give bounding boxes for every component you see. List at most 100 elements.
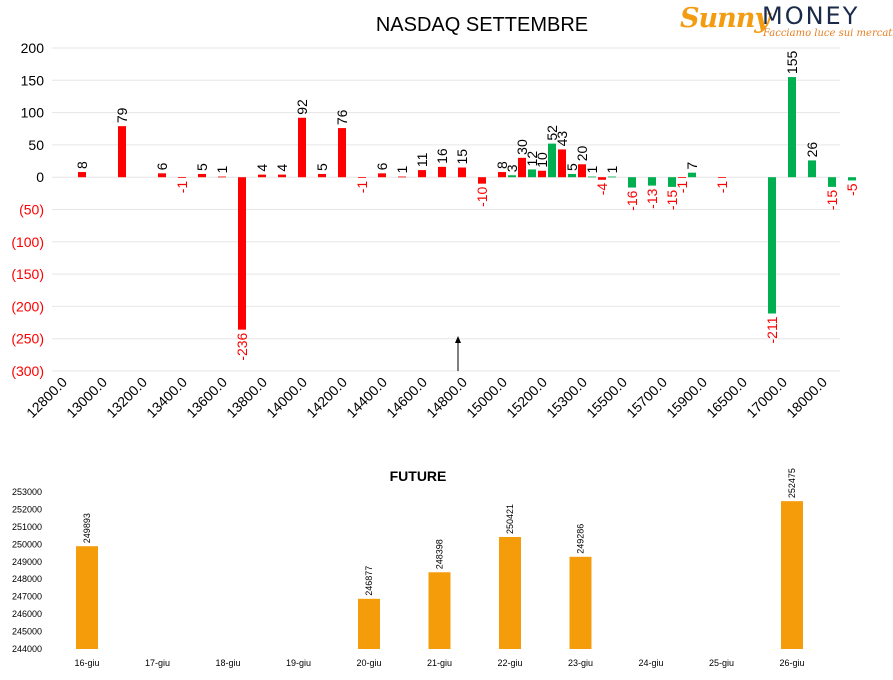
bar-value-label: 12 [524, 151, 540, 167]
bar-value-label: 6 [154, 162, 170, 170]
bar [578, 164, 586, 178]
x-tick-label: 17000.0 [743, 374, 790, 421]
future-bar [781, 501, 803, 649]
future-x-axis-labels: 16-giu 17-giu 18-giu 19-giu 20-giu 21-giu 22-g… [74, 658, 804, 668]
bar-value-label: 4 [274, 164, 290, 172]
x-tick-label: 14400.0 [343, 374, 390, 421]
x-tick-label: 15000.0 [463, 374, 510, 421]
future-x-tick-label: 25-giu [709, 658, 734, 668]
bar-value-label: 3 [504, 164, 520, 172]
bar-value-label: -211 [764, 316, 780, 343]
bar-value-label: 1 [214, 166, 230, 174]
future-data-labels: 249893 246877 248398 250421 249286 252475 [82, 468, 797, 596]
bar [848, 177, 856, 181]
future-x-tick-label: 18-giu [215, 658, 240, 668]
bar [258, 174, 266, 178]
bar-value-label: 20 [574, 145, 590, 161]
bar-value-label: -1 [674, 181, 690, 194]
bar [528, 169, 536, 178]
future-bar [358, 598, 380, 649]
y-tick-label: 200 [21, 40, 45, 56]
bar-value-label: 5 [564, 163, 580, 171]
bar-value-label: -5 [844, 183, 860, 196]
future-x-tick-label: 19-giu [286, 658, 311, 668]
future-bar-value-label: 249286 [576, 524, 586, 554]
bar [178, 177, 186, 178]
future-y-tick-label: 248000 [12, 574, 42, 584]
future-y-tick-label: 250000 [12, 539, 42, 549]
future-chart: FUTURE 253000 252000 251000 250000 249000 248… [12, 468, 805, 668]
bar-value-label: 8 [494, 161, 510, 169]
bar [238, 177, 246, 330]
y-tick-label: (250) [11, 331, 44, 347]
bar-value-label: 92 [294, 99, 310, 115]
bar [718, 177, 726, 178]
future-bar-value-label: 249893 [82, 513, 92, 543]
bar-value-label: 1 [584, 166, 600, 174]
future-x-tick-label: 21-giu [427, 658, 452, 668]
future-bar [499, 536, 521, 649]
x-tick-label: 12800.0 [23, 374, 70, 421]
y-tick-label: (100) [11, 234, 44, 250]
future-y-tick-label: 244000 [12, 644, 42, 654]
future-bar-value-label: 250421 [505, 504, 515, 534]
bar [788, 77, 796, 178]
bar-value-label: 155 [784, 50, 800, 74]
bar-value-label: -236 [234, 332, 250, 360]
bar [508, 175, 516, 178]
bar [118, 126, 126, 178]
bar [568, 173, 576, 178]
bar-value-label: 5 [314, 163, 330, 171]
y-tick-label: 50 [28, 137, 44, 153]
bar [808, 160, 816, 178]
bar-value-label: 7 [684, 162, 700, 170]
bar [378, 173, 386, 178]
x-tick-label: 15700.0 [623, 374, 670, 421]
logo-tagline: Facciamo luce sui mercati [763, 28, 893, 39]
bar [828, 177, 836, 187]
arrow-head [455, 336, 461, 343]
future-y-tick-label: 251000 [12, 522, 42, 532]
future-x-tick-label: 20-giu [356, 658, 381, 668]
y-tick-label: (200) [11, 298, 44, 314]
bar-value-label: -16 [624, 190, 640, 210]
x-tick-label: 18000.0 [783, 374, 830, 421]
bar-value-label: -1 [174, 181, 190, 194]
x-tick-label: 14000.0 [263, 374, 310, 421]
bar-value-label: 1 [394, 166, 410, 174]
bar-value-label: 4 [254, 164, 270, 172]
bar [318, 173, 326, 178]
bar [458, 167, 466, 178]
future-y-tick-label: 249000 [12, 557, 42, 567]
future-bar-value-label: 246877 [364, 566, 374, 596]
bar [398, 176, 406, 178]
future-bar [428, 572, 451, 649]
gridlines [52, 47, 840, 372]
bar [518, 157, 526, 178]
y-tick-label: (300) [11, 363, 44, 379]
future-x-tick-label: 17-giu [145, 658, 170, 668]
bar [768, 177, 776, 314]
bar [78, 172, 86, 178]
x-tick-label: 15900.0 [663, 374, 710, 421]
bar [558, 149, 566, 178]
x-tick-label: 15200.0 [503, 374, 550, 421]
bar-value-label: 26 [804, 142, 820, 158]
y-axis-labels: 200 150 100 50 0 (50) (100) (150) (200) (250) (300… [11, 40, 44, 379]
logo-word: MONEY [762, 2, 860, 30]
x-tick-label: 13800.0 [223, 374, 270, 421]
bar-value-label: -10 [474, 186, 490, 206]
x-tick-label: 13600.0 [183, 374, 230, 421]
x-axis-labels: 12800.013000.013200.013400.013600.013800… [23, 374, 830, 421]
y-tick-label: 100 [21, 105, 45, 121]
bar [298, 117, 306, 178]
y-tick-label: (50) [19, 202, 44, 218]
future-title: FUTURE [390, 468, 447, 484]
bar [478, 177, 486, 184]
x-tick-label: 16500.0 [703, 374, 750, 421]
bar [498, 172, 506, 178]
y-tick-label: 150 [21, 72, 45, 88]
bar [338, 128, 346, 178]
bar-value-label: -15 [824, 190, 840, 210]
bar-value-label: 11 [414, 152, 430, 167]
